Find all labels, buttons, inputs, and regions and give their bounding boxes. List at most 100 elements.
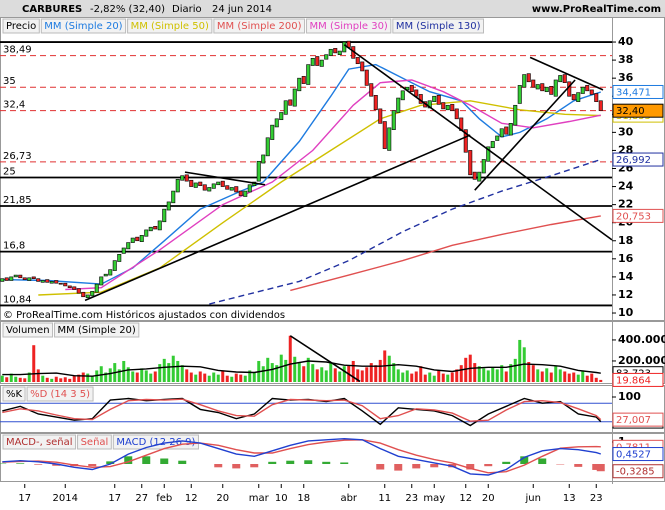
candle [562, 74, 567, 83]
candle [81, 291, 86, 298]
volume-bar [527, 362, 531, 382]
candle [99, 276, 104, 286]
candle [189, 179, 194, 187]
candle [76, 288, 81, 294]
legend-entry: MM (Simple 20) [44, 21, 122, 32]
x-tick-label: feb [156, 493, 172, 504]
volume-bar [18, 377, 22, 382]
volume-bar [410, 373, 414, 382]
volume-bar [185, 369, 189, 382]
volume-bar [432, 375, 436, 382]
candle [544, 86, 549, 93]
legend-box [213, 18, 306, 34]
volume-bar [135, 372, 139, 382]
legend-entry: MM (Simple 50) [131, 21, 209, 32]
candle [22, 277, 27, 280]
volume-bar [423, 374, 427, 382]
trend-line [84, 134, 471, 302]
volume-bar [396, 369, 400, 382]
y-tick-label: 400.000 [618, 333, 665, 346]
value-box [612, 103, 664, 118]
candle [391, 110, 396, 130]
volume-bar [117, 369, 121, 382]
legend-box [40, 18, 127, 34]
x-tick-label: 23 [405, 493, 418, 504]
value-label: 34,471 [616, 87, 651, 98]
volume-bar [302, 366, 306, 382]
volume-bar [495, 369, 499, 382]
histogram-bar [232, 464, 241, 469]
series-line [65, 79, 601, 291]
volume-bar [284, 359, 288, 382]
legend-entry: MM (Simple 30) [310, 21, 388, 32]
candle [400, 90, 405, 101]
candle [130, 237, 135, 243]
legend-box [54, 322, 140, 338]
level-label: 10,84 [3, 294, 32, 305]
volume-bar [221, 370, 225, 382]
candle [180, 175, 185, 181]
volume-bar [140, 368, 144, 382]
volume-bar [279, 354, 283, 382]
histogram-bar [160, 458, 169, 465]
candle [108, 269, 113, 276]
period: Diario [172, 4, 202, 15]
candle [387, 127, 392, 151]
volume-bar [180, 365, 184, 382]
volume-bar [99, 366, 103, 382]
volume-bar [86, 373, 90, 382]
candle [585, 85, 590, 92]
candle [135, 236, 140, 242]
legend-box [306, 18, 392, 34]
volume-bar [9, 373, 13, 382]
candle [355, 57, 360, 65]
volume-bar [590, 373, 594, 382]
volume-bar [545, 368, 549, 382]
candle [315, 56, 320, 66]
candle [225, 185, 230, 190]
histogram-bar [502, 461, 511, 465]
volume-bar [90, 375, 94, 382]
candle [162, 208, 167, 223]
candle [58, 282, 63, 285]
candle [207, 187, 212, 192]
legend-box [2, 322, 54, 338]
candle [432, 95, 437, 102]
volume-bar [360, 370, 364, 382]
candle [193, 182, 198, 188]
legend-box [77, 434, 112, 450]
volume-bar [563, 371, 567, 382]
candle [166, 201, 171, 211]
candle [13, 274, 18, 278]
volume-bar [572, 372, 576, 382]
histogram-bar [16, 463, 25, 465]
candle [598, 100, 603, 111]
x-tick-label: 18 [297, 493, 310, 504]
volume-bar [513, 358, 517, 382]
candle [441, 102, 446, 110]
volume-bar [401, 372, 405, 382]
y-tick-label: 40 [618, 35, 634, 48]
value-box [612, 412, 664, 427]
candle [594, 93, 599, 102]
legend-entry: %K [6, 389, 23, 400]
legend-entry: MM (Simple 20) [58, 325, 136, 336]
legend-entry: MM (Simple 130) [396, 21, 481, 32]
trend-line [289, 335, 361, 383]
x-tick-label: 10 [275, 493, 288, 504]
volume-bar [450, 372, 454, 382]
histogram-bar [412, 464, 421, 469]
candle [198, 181, 203, 186]
volume-bar [414, 371, 418, 382]
candle [522, 74, 527, 88]
candle [337, 50, 342, 55]
x-tick-label: 20 [216, 493, 229, 504]
candle [45, 279, 50, 283]
candle [4, 277, 9, 281]
histogram-bar [596, 464, 605, 472]
volume-bar [504, 371, 508, 382]
legend-box [127, 18, 213, 34]
candle [270, 124, 275, 140]
volume-bar [374, 365, 378, 382]
x-tick-label: mar [249, 493, 270, 504]
